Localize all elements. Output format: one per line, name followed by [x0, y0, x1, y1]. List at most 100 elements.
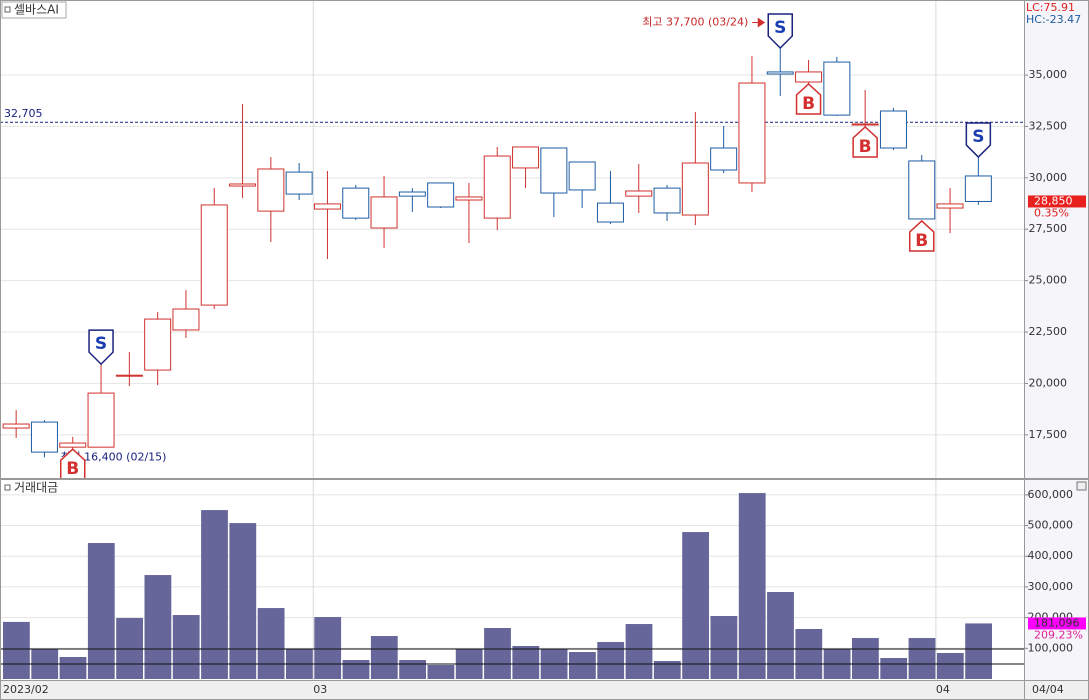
volume-bar: [597, 642, 625, 679]
last-volume: 181,096: [1034, 616, 1080, 629]
candle-body: [936, 203, 964, 209]
volume-bar: [257, 608, 285, 679]
volume-bar: [229, 523, 257, 679]
low-note: 최저 16,400 (02/15): [60, 450, 166, 463]
candle-body: [115, 374, 143, 377]
candle-body: [568, 161, 596, 191]
volume-bar: [116, 618, 143, 679]
y-tick-label: 400,000: [1028, 549, 1074, 562]
y-tick-label: 30,000: [1029, 171, 1068, 184]
candle-body: [370, 196, 398, 229]
candle-body: [653, 187, 681, 214]
title-icon: [4, 6, 11, 13]
candle-body: [398, 191, 426, 197]
sell-label: S: [95, 334, 107, 354]
last-date: 04/04: [1032, 683, 1064, 696]
volume-bar: [625, 624, 653, 679]
candle-body: [512, 146, 540, 169]
lc-label: LC:75.91: [1026, 1, 1075, 14]
volume-bar: [880, 658, 908, 679]
reference-label: 32,705: [4, 107, 43, 120]
title-box: [1, 1, 67, 19]
volume-bar: [936, 653, 964, 679]
x-axis-panel: [0, 680, 1089, 700]
volume-bar: [427, 665, 455, 679]
volume-bar: [908, 638, 936, 679]
chart-title: 셀바스AI: [14, 3, 59, 17]
y-tick-label: 20,000: [1029, 376, 1068, 389]
candle-body: [144, 318, 172, 371]
candle-body: [851, 123, 879, 126]
last-volume-box: [1028, 617, 1086, 630]
candle-body: [87, 392, 115, 448]
volume-bar: [484, 628, 511, 679]
candle-body: [738, 82, 766, 184]
y-tick-label: 500,000: [1028, 519, 1074, 532]
volume-bar: [852, 638, 879, 679]
candle-body: [596, 202, 624, 223]
volume-bar: [342, 660, 370, 679]
buy-marker: [795, 82, 822, 115]
candle-body: [483, 155, 511, 219]
candle-body: [540, 147, 568, 194]
sell-marker: [965, 122, 992, 159]
candle-body: [2, 423, 30, 429]
volume-bar: [710, 616, 738, 679]
y-tick-label: 25,000: [1029, 274, 1068, 287]
candle-body: [313, 203, 341, 210]
candle-body: [823, 61, 851, 116]
buy-label: B: [859, 137, 872, 157]
candle-body: [766, 71, 794, 75]
volume-bar: [965, 623, 992, 679]
candle-body: [681, 162, 709, 216]
sell-label: S: [774, 18, 786, 38]
y-tick-label: 300,000: [1028, 580, 1074, 593]
volume-bar: [399, 660, 426, 679]
y-tick-label: 600,000: [1028, 488, 1074, 501]
volume-bar: [653, 661, 681, 679]
buy-marker: [909, 219, 935, 252]
candle-body: [625, 190, 653, 197]
candle-body: [172, 308, 200, 331]
candle-body: [710, 147, 738, 171]
candle-body: [229, 183, 257, 187]
candle-body: [964, 175, 992, 202]
last-price-box: [1028, 195, 1086, 208]
candle-body: [59, 442, 87, 448]
panel-close[interactable]: [1076, 481, 1087, 491]
candle-body: [427, 182, 455, 208]
panel-title: 거래대금: [14, 481, 58, 495]
candle-body: [257, 168, 285, 212]
volume-bar: [795, 629, 823, 679]
y-tick-label: 22,500: [1029, 325, 1068, 338]
candle-body: [342, 187, 370, 219]
volume-bar: [682, 532, 709, 679]
candle-body: [879, 110, 907, 149]
volume-bar: [59, 656, 87, 679]
panel-icon: [4, 484, 11, 491]
x-tick-label: 04: [936, 683, 950, 696]
hc-label: HC:-23.47: [1026, 13, 1081, 26]
volume-bar: [314, 617, 342, 679]
volume-bar: [87, 543, 115, 679]
high-arrow: [752, 17, 766, 28]
volume-bar: [512, 646, 540, 679]
candle-body: [908, 160, 936, 220]
volume-bar: [201, 510, 228, 679]
volume-bar: [738, 493, 766, 679]
right-axis-panel: [1024, 0, 1089, 680]
x-tick-label: 03: [313, 683, 327, 696]
x-tick-label: 2023/02: [3, 683, 49, 696]
sell-label: S: [972, 127, 984, 147]
high-note: 최고 37,700 (03/24): [642, 16, 748, 29]
buy-marker: [852, 125, 878, 158]
y-tick-label: 32,500: [1029, 119, 1068, 132]
candle-body: [795, 71, 823, 83]
buy-label: B: [915, 231, 928, 251]
volume-bar: [3, 621, 30, 679]
y-tick-label: 35,000: [1029, 68, 1068, 81]
last-price: 28,850: [1034, 194, 1073, 207]
buy-label: B: [66, 459, 79, 479]
sell-marker: [767, 13, 793, 50]
